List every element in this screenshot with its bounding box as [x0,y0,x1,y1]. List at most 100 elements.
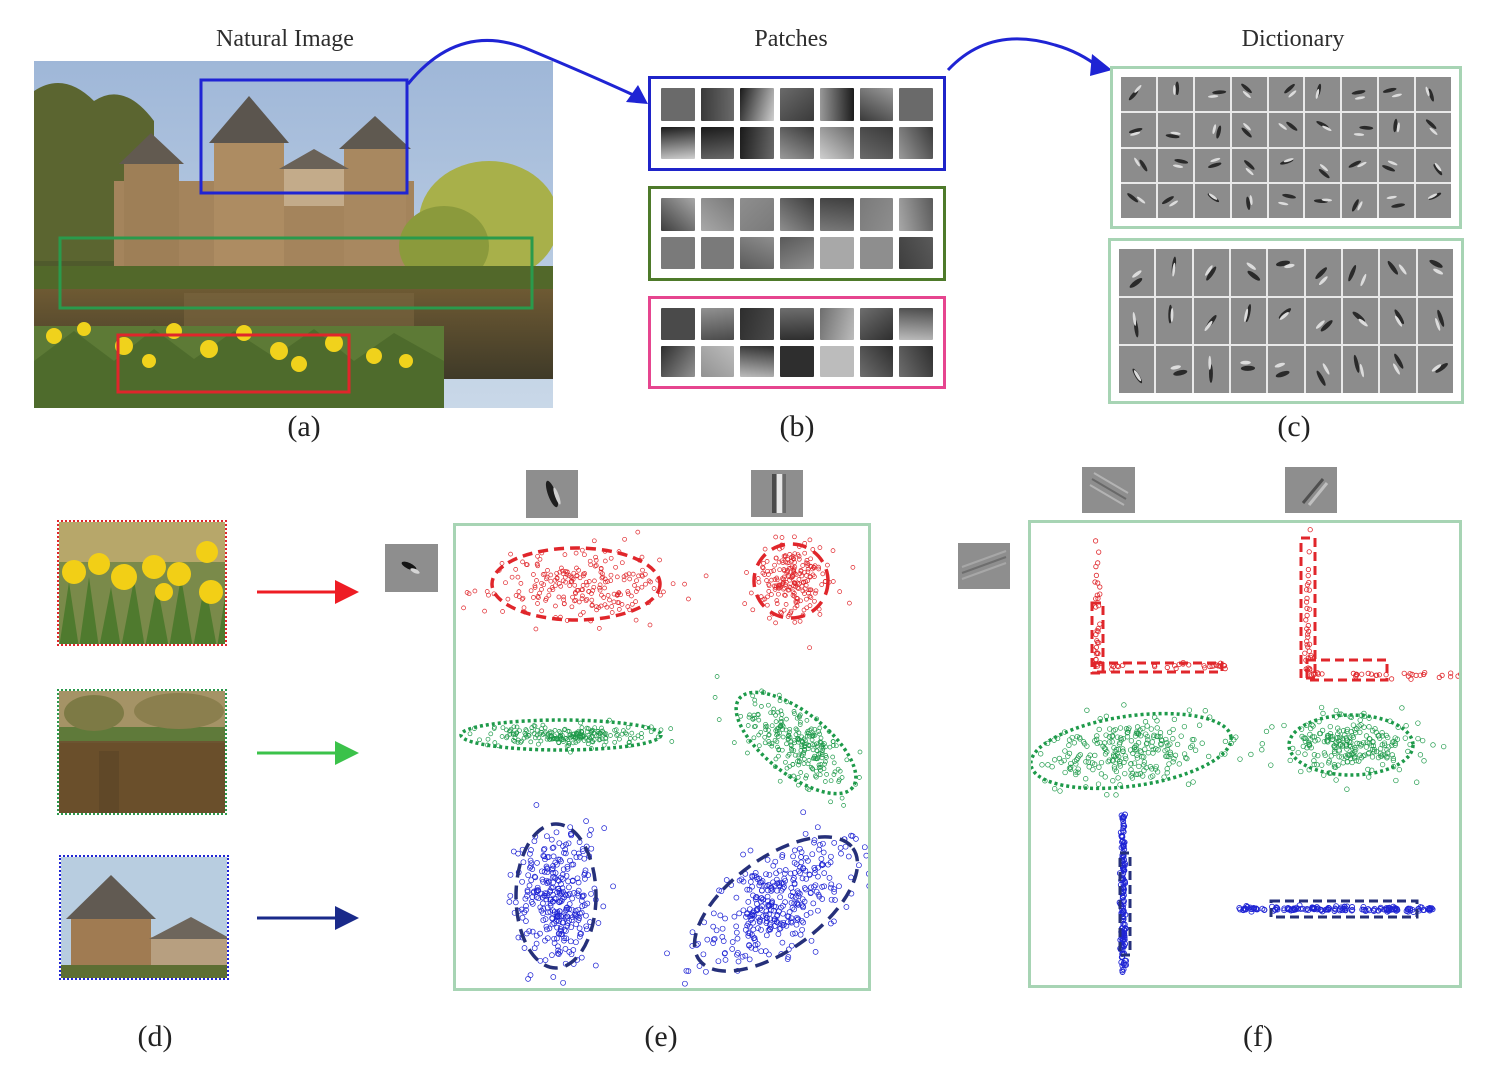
red-point [579,547,585,553]
red-point [605,579,610,584]
red-point [625,591,631,597]
red-point [544,574,550,580]
blue-point [799,875,806,882]
image-patch [859,308,894,340]
green-point [511,731,517,737]
arrow-right-icon [257,580,359,930]
lake-crop-image [57,689,227,815]
green-point [1157,734,1163,740]
green-point [791,709,797,714]
green-point [1421,758,1427,764]
green-point [786,732,791,738]
green-point [1384,747,1390,753]
blue-point [836,883,842,890]
gabor-atom-icon [1285,467,1337,513]
blue-point [575,850,582,857]
green-point [517,728,522,734]
red-point [1095,650,1101,657]
green-point [668,726,674,731]
blue-point [739,953,746,960]
blue-point [1120,828,1127,835]
blue-point [768,924,774,931]
green-point [807,733,812,739]
green-point [1124,734,1131,740]
green-point [1094,733,1100,739]
dictionary-atom [1157,77,1193,111]
red-point [1202,665,1208,671]
red-point [786,584,792,590]
red-point [599,575,605,581]
green-point [1337,734,1343,740]
green-point [798,770,804,775]
green-point [1352,727,1358,733]
dictionary-atom [1121,148,1156,183]
red-point [539,587,544,592]
green-point [1152,766,1159,772]
red-point [513,567,519,572]
blue-point [788,915,795,922]
red-point [572,582,578,588]
red-point [609,610,615,615]
green-point [817,731,822,737]
blue-point [762,948,769,954]
blue-point [559,896,566,902]
green-point [1415,720,1421,726]
green-point [745,723,751,728]
green-point [1120,736,1126,742]
red-point [772,562,777,568]
blue-point [802,886,809,893]
red-point [804,596,809,602]
dictionary-atom [1194,77,1230,111]
red-point [580,583,586,588]
dictionary-atom [1121,112,1156,147]
red-point [554,575,560,581]
green-point [1106,757,1113,763]
green-point [467,731,473,737]
green-point [1345,752,1351,758]
green-point [857,775,862,780]
blue-point [794,888,801,895]
green-point [1322,752,1328,758]
green-point [1357,752,1363,758]
green-point [1352,745,1358,751]
red-point [796,577,802,582]
green-point [780,723,786,729]
blue-point [563,928,569,934]
green-point [1135,740,1142,746]
blue-point [543,877,550,884]
blue-point [1322,906,1329,913]
green-point [1287,757,1293,764]
blue-point [585,872,592,878]
blue-point [562,907,569,914]
green-point [818,762,824,767]
red-point [1303,599,1310,605]
green-point [552,728,558,733]
image-patch [819,126,854,159]
green-point [1164,746,1170,752]
red-point [768,568,774,574]
green-point [1106,739,1113,745]
green-point [1358,755,1365,761]
blue-point [719,934,726,940]
green-point [805,728,811,734]
green-point [511,724,517,730]
green-point [785,737,791,742]
green-point [1336,747,1342,753]
green-point [1353,757,1359,764]
blue-point [573,921,579,928]
red-cluster-box [1093,661,1224,674]
green-point [1128,738,1135,744]
red-point [535,553,540,559]
image-patch [859,88,894,121]
blue-point [576,925,583,932]
red-point [531,595,536,600]
green-point [1392,742,1398,748]
green-point [1072,758,1078,764]
green-point [625,724,631,730]
blue-point [574,890,581,897]
blue-point [832,897,838,903]
blue-point [575,906,582,913]
red-point [602,602,608,608]
red-point [781,607,787,613]
blue-point [756,882,763,889]
